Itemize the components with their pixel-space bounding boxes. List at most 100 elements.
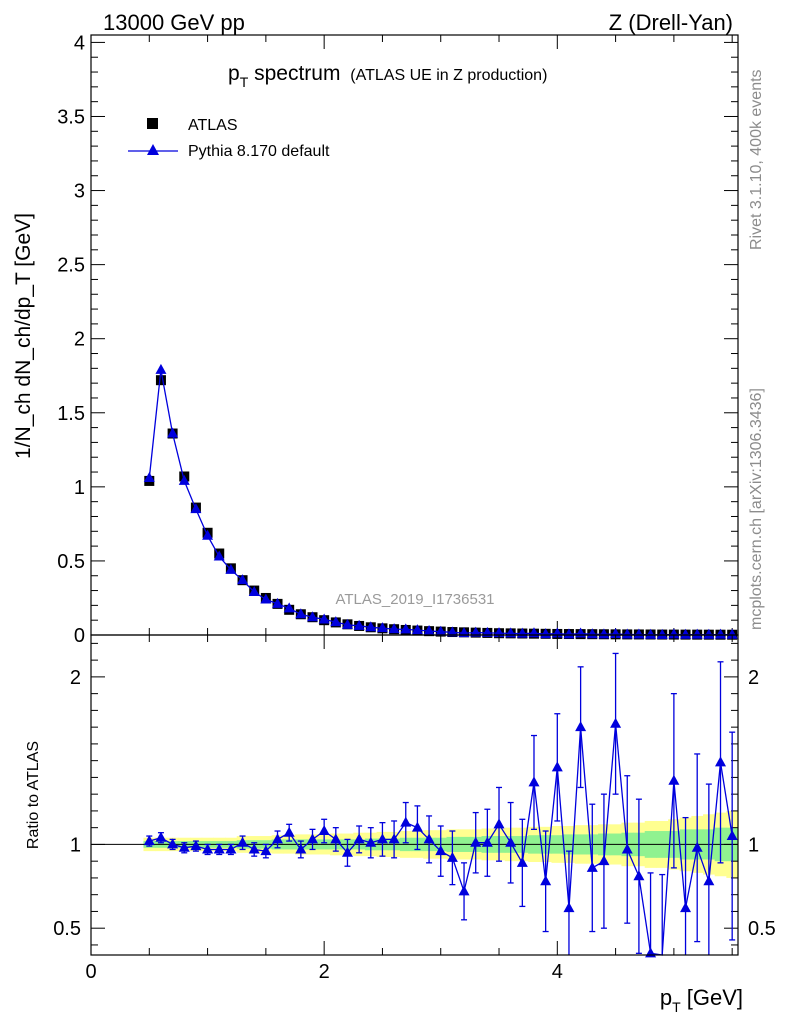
pythia-point [470, 626, 482, 637]
ratio-point [633, 870, 645, 881]
pythia-point [703, 628, 715, 639]
ratio-point [505, 836, 517, 847]
pythia-point [143, 471, 155, 482]
mcplots-text: mcplots.cern.ch [arXiv:1306.3436] [748, 388, 765, 630]
pythia-point [295, 608, 307, 619]
ratio-y-label: Ratio to ATLAS [25, 741, 42, 849]
pythia-point [388, 623, 400, 634]
pythia-point [656, 628, 668, 639]
ratio-point [272, 833, 284, 844]
ratio-point [330, 833, 342, 844]
pythia-point [376, 622, 388, 633]
ratio-y-tick-label-right: 1 [748, 834, 759, 856]
ratio-point [388, 833, 400, 844]
pythia-point [330, 616, 342, 627]
ratio-point [516, 856, 528, 867]
ratio-point [481, 836, 493, 847]
ratio-point [715, 756, 727, 767]
analysis-id: ATLAS_2019_I1736531 [335, 591, 494, 608]
ratio-point [423, 833, 435, 844]
legend: ATLAS Pythia 8.170 default [128, 117, 330, 160]
ratio-point [435, 845, 447, 856]
pythia-point [341, 618, 353, 629]
ratio-point [237, 836, 249, 847]
ratio-point [528, 776, 540, 787]
ratio-point [295, 843, 307, 854]
pythia-point [202, 529, 214, 540]
main-title: pT spectrum (ATLAS UE in Z production) [228, 62, 547, 90]
ratio-y-tick-label-right: 0.5 [748, 918, 776, 940]
pythia-point [621, 628, 633, 639]
ratio-y-tick-label-right: 2 [748, 667, 759, 689]
ratio-frame [90, 634, 739, 956]
ratio-point [318, 825, 330, 836]
pythia-point [668, 628, 680, 639]
ratio-point [213, 843, 225, 854]
pythia-point [598, 628, 610, 639]
ratio-point [493, 818, 505, 829]
pythia-point [400, 623, 412, 634]
pythia-point [715, 628, 727, 639]
main-y-tick-label: 1 [74, 477, 85, 499]
pythia-point [645, 628, 657, 639]
ratio-point [190, 840, 202, 851]
ratio-point [680, 902, 692, 913]
ratio-point [260, 845, 272, 856]
pythia-point [260, 593, 272, 604]
pythia-point [318, 613, 330, 624]
x-tick-label: 2 [319, 961, 330, 983]
ratio-point [411, 821, 423, 832]
ratio-plot: 0.5 0.5 1 1 2 2 0 2 4 Ratio to ATLAS pT [GeV] [25, 634, 776, 1015]
ratio-point [691, 841, 703, 852]
ratio-point [668, 774, 680, 785]
ratio-point [726, 830, 738, 841]
pythia-point [225, 563, 237, 574]
ratio-y-tick-label: 0.5 [53, 918, 81, 940]
ratio-point [306, 833, 318, 844]
pythia-point [365, 621, 377, 632]
ratio-point [178, 841, 190, 852]
main-y-tick-label: 1.5 [57, 403, 85, 425]
legend-marker-pythia [147, 144, 159, 155]
pythia-point [353, 619, 365, 630]
ratio-point [283, 826, 295, 837]
ratio-point [155, 831, 167, 842]
pythia-point [726, 628, 738, 639]
x-axis-label: pT [GeV] [660, 985, 743, 1015]
ratio-point [645, 947, 657, 958]
pythia-point [237, 574, 249, 585]
main-y-tick-label: 0 [74, 625, 85, 647]
ratio-point [202, 843, 214, 854]
ratio-point [621, 843, 633, 854]
pythia-point [283, 602, 295, 613]
main-y-tick-label: 0.5 [57, 551, 85, 573]
ratio-point [575, 721, 587, 732]
pythia-point [540, 628, 552, 639]
ratio-point [143, 835, 155, 846]
ratio-y-tick-label: 1 [70, 834, 81, 856]
pythia-point [167, 427, 179, 438]
pythia-point [691, 628, 703, 639]
ratio-point [167, 838, 179, 849]
ratio-point [365, 836, 377, 847]
header-right: Z (Drell-Yan) [609, 10, 733, 35]
ratio-point [598, 855, 610, 866]
ratio-point [470, 836, 482, 847]
main-y-tick-label: 4 [74, 32, 85, 54]
ratio-point [540, 875, 552, 886]
pythia-point [446, 626, 458, 637]
ratio-point [703, 875, 715, 886]
ratio-point [446, 851, 458, 862]
pythia-point [272, 597, 284, 608]
main-y-tick-label: 2 [74, 329, 85, 351]
pythia-point [435, 625, 447, 636]
pythia-point [155, 363, 167, 374]
pythia-point [178, 474, 190, 485]
ratio-point [586, 861, 598, 872]
main-plot: ATLAS_2019_I1736531 0 0.5 1 1.5 2 2.5 3 3.5 4 pT… [12, 32, 739, 647]
pythia-point [586, 628, 598, 639]
legend-label-pythia: Pythia 8.170 default [188, 143, 330, 160]
pythia-point [190, 503, 202, 514]
main-y-tick-label: 2.5 [57, 255, 85, 277]
